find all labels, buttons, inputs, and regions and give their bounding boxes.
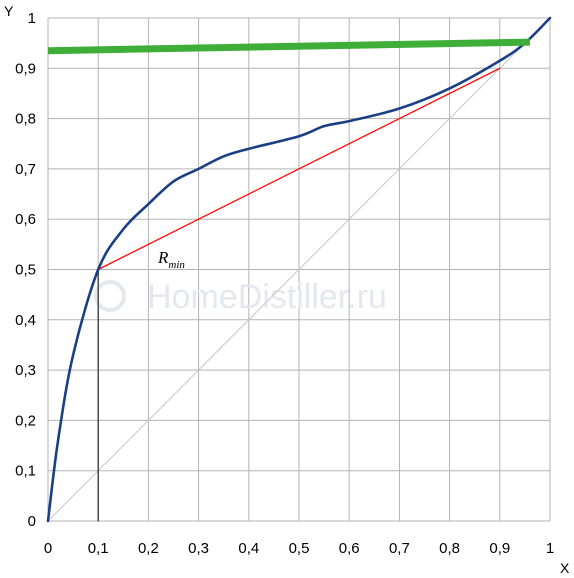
series-diagonal: [47, 17, 551, 522]
x-tick-label: 0,8: [439, 540, 460, 557]
watermark: HomeDistiller.ru: [94, 278, 387, 316]
x-tick-label: 0: [44, 540, 52, 557]
x-tick-label: 0,2: [138, 540, 159, 557]
rmin-annotation: Rmin: [157, 248, 185, 271]
y-tick-label: 0,2: [15, 412, 36, 429]
x-tick-label: 0,9: [489, 540, 510, 557]
y-tick-label: 0,3: [15, 362, 36, 379]
x-axis-title: X: [560, 560, 570, 576]
y-tick-label: 0,5: [15, 262, 36, 279]
watermark-text: HomeDistiller.ru: [147, 278, 387, 316]
series-equilibrium: [46, 16, 552, 523]
x-tick-label: 1: [546, 540, 554, 557]
x-tick-label: 0,3: [188, 540, 209, 557]
grid: [47, 17, 551, 522]
y-tick-label: 1: [28, 10, 36, 27]
y-tick-label: 0: [28, 513, 36, 530]
rmin-annotation-main: R: [157, 248, 169, 267]
x-tick-label: 0,6: [339, 540, 360, 557]
series-rmin-line: [97, 67, 501, 271]
x-tick-label: 0,5: [289, 540, 310, 557]
y-tick-label: 0,4: [15, 312, 36, 329]
y-tick-label: 0,6: [15, 211, 36, 228]
rmin-annotation-sub: min: [168, 259, 185, 271]
y-tick-label: 0,7: [15, 161, 36, 178]
y-tick-label: 0,1: [15, 463, 36, 480]
series-layer: [46, 16, 552, 523]
tick-labels: 0 0,1 0,2 0,3 0,4 0,5 0,6 0,7 0,8 0,9 1 0 0,1 0,2 0,3 0…: [15, 10, 554, 557]
y-axis-title: Y: [4, 3, 14, 19]
watermark-drop-icon: [94, 280, 126, 312]
series-thick-line: [47, 38, 530, 55]
y-tick-label: 0,9: [15, 60, 36, 77]
y-tick-label: 0,8: [15, 111, 36, 128]
x-tick-label: 0,7: [389, 540, 410, 557]
annotations-layer: Rmin: [157, 248, 185, 271]
x-tick-label: 0,1: [88, 540, 109, 557]
x-tick-label: 0,4: [238, 540, 259, 557]
